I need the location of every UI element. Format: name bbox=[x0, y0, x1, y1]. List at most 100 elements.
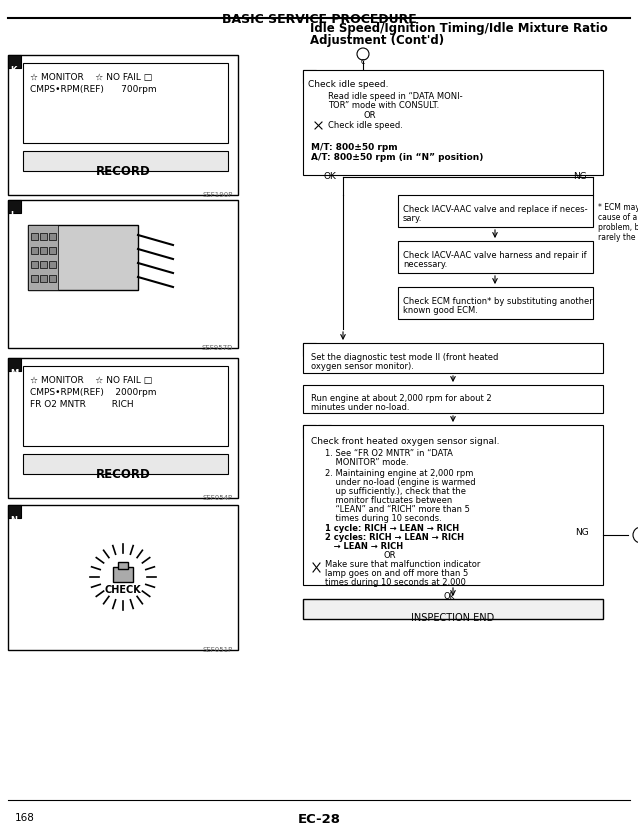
Bar bbox=[8, 55, 21, 68]
Bar bbox=[49, 261, 56, 268]
Text: Read idle speed in “DATA MONI-: Read idle speed in “DATA MONI- bbox=[328, 92, 463, 101]
Bar bbox=[8, 55, 238, 195]
Bar bbox=[303, 343, 603, 373]
Text: → LEAN → RICH: → LEAN → RICH bbox=[325, 542, 403, 551]
Text: Set the diagnostic test mode II (front heated: Set the diagnostic test mode II (front h… bbox=[311, 353, 498, 362]
Text: Adjustment (Cont'd): Adjustment (Cont'd) bbox=[310, 34, 444, 47]
Text: CMPS•RPM(REF)    2000rpm: CMPS•RPM(REF) 2000rpm bbox=[30, 388, 156, 397]
Bar bbox=[31, 261, 38, 268]
Text: Run engine at about 2,000 rpm for about 2: Run engine at about 2,000 rpm for about … bbox=[311, 394, 492, 403]
Bar bbox=[303, 425, 316, 438]
Text: RECORD: RECORD bbox=[96, 468, 151, 481]
Text: 2. Maintaining engine at 2,000 rpm: 2. Maintaining engine at 2,000 rpm bbox=[325, 469, 473, 478]
Text: under no-load (engine is warmed: under no-load (engine is warmed bbox=[325, 478, 475, 487]
Text: 1. See “FR O2 MNTR” in “DATA: 1. See “FR O2 MNTR” in “DATA bbox=[325, 449, 453, 458]
Text: times during 10 seconds at 2,000: times during 10 seconds at 2,000 bbox=[325, 578, 466, 587]
Text: 2 cycles: RICH → LEAN → RICH: 2 cycles: RICH → LEAN → RICH bbox=[325, 533, 464, 542]
Bar bbox=[28, 225, 58, 290]
Bar bbox=[118, 562, 128, 569]
Text: M: M bbox=[305, 436, 313, 445]
Text: K: K bbox=[305, 81, 311, 90]
Text: N: N bbox=[320, 436, 327, 445]
Text: EC-28: EC-28 bbox=[297, 813, 341, 826]
Bar bbox=[311, 452, 322, 463]
Text: RECORD: RECORD bbox=[96, 165, 151, 178]
Bar bbox=[31, 247, 38, 254]
Text: NG: NG bbox=[575, 528, 589, 537]
Text: SEF054P: SEF054P bbox=[203, 495, 233, 501]
Text: times during 10 seconds.: times during 10 seconds. bbox=[325, 514, 441, 523]
Bar bbox=[113, 567, 133, 582]
Text: INSPECTION END: INSPECTION END bbox=[412, 613, 494, 623]
Bar bbox=[303, 599, 603, 619]
Bar bbox=[49, 275, 56, 282]
Text: CHECK: CHECK bbox=[105, 585, 142, 595]
Bar bbox=[303, 385, 603, 413]
Bar bbox=[303, 70, 603, 175]
Bar bbox=[303, 343, 316, 356]
Text: Check idle speed.: Check idle speed. bbox=[328, 121, 403, 130]
Bar bbox=[303, 425, 603, 585]
Bar bbox=[40, 261, 47, 268]
Bar bbox=[8, 505, 238, 650]
Text: Check idle speed.: Check idle speed. bbox=[308, 80, 389, 89]
Bar bbox=[40, 275, 47, 282]
Text: Check front heated oxygen sensor signal.: Check front heated oxygen sensor signal. bbox=[311, 437, 500, 446]
Bar bbox=[398, 195, 593, 227]
Bar bbox=[8, 358, 21, 371]
Text: K: K bbox=[10, 66, 17, 75]
Bar bbox=[23, 151, 228, 171]
Text: CMPS•RPM(REF)      700rpm: CMPS•RPM(REF) 700rpm bbox=[30, 85, 156, 94]
Bar bbox=[31, 233, 38, 240]
Text: FR O2 MNTR         RICH: FR O2 MNTR RICH bbox=[30, 400, 133, 409]
Bar bbox=[8, 358, 238, 498]
Text: MONITOR” mode.: MONITOR” mode. bbox=[325, 458, 408, 467]
Text: A/T: 800±50 rpm (in “N” position): A/T: 800±50 rpm (in “N” position) bbox=[311, 153, 484, 162]
Text: c: c bbox=[361, 57, 365, 66]
Text: M: M bbox=[10, 369, 19, 378]
Bar bbox=[28, 225, 138, 290]
Text: SEF051P: SEF051P bbox=[203, 647, 233, 653]
Bar bbox=[8, 505, 21, 518]
Text: known good ECM.: known good ECM. bbox=[403, 306, 478, 315]
Text: Idle Speed/Ignition Timing/Idle Mixture Ratio: Idle Speed/Ignition Timing/Idle Mixture … bbox=[310, 22, 608, 35]
Bar bbox=[311, 562, 322, 573]
Bar bbox=[49, 233, 56, 240]
Text: rarely the case.: rarely the case. bbox=[598, 233, 638, 242]
Bar bbox=[49, 247, 56, 254]
Text: problem, but this is: problem, but this is bbox=[598, 223, 638, 232]
Text: ☆ MONITOR    ☆ NO FAIL □: ☆ MONITOR ☆ NO FAIL □ bbox=[30, 376, 152, 385]
Text: Check IACV-AAC valve and replace if neces-: Check IACV-AAC valve and replace if nece… bbox=[403, 205, 588, 214]
Bar bbox=[23, 63, 228, 143]
Text: Check IACV-AAC valve harness and repair if: Check IACV-AAC valve harness and repair … bbox=[403, 251, 586, 260]
Text: TOR” mode with CONSULT.: TOR” mode with CONSULT. bbox=[328, 101, 439, 110]
Text: M/T: 800±50 rpm: M/T: 800±50 rpm bbox=[311, 143, 397, 152]
Text: oxygen sensor monitor).: oxygen sensor monitor). bbox=[311, 362, 414, 371]
Text: OR: OR bbox=[363, 111, 376, 120]
Bar bbox=[318, 425, 331, 438]
Text: cause of a: cause of a bbox=[598, 213, 637, 222]
Bar bbox=[303, 70, 316, 83]
Text: NG: NG bbox=[573, 172, 587, 181]
Text: ☆ MONITOR    ☆ NO FAIL □: ☆ MONITOR ☆ NO FAIL □ bbox=[30, 73, 152, 82]
Bar bbox=[398, 241, 593, 273]
Bar bbox=[23, 366, 228, 446]
Text: necessary.: necessary. bbox=[403, 260, 447, 269]
Text: SEF957D: SEF957D bbox=[202, 345, 233, 351]
Text: sary.: sary. bbox=[403, 214, 422, 223]
Bar bbox=[40, 247, 47, 254]
Bar bbox=[313, 91, 324, 102]
Bar bbox=[23, 454, 228, 474]
Bar bbox=[8, 200, 21, 213]
Text: “LEAN” and “RICH” more than 5: “LEAN” and “RICH” more than 5 bbox=[325, 505, 470, 514]
Text: SEF190P: SEF190P bbox=[203, 192, 233, 198]
Text: BASIC SERVICE PROCEDURE: BASIC SERVICE PROCEDURE bbox=[221, 13, 417, 26]
Text: L: L bbox=[10, 211, 15, 220]
Text: OR: OR bbox=[383, 551, 396, 560]
Text: minutes under no-load.: minutes under no-load. bbox=[311, 403, 410, 412]
Text: 168: 168 bbox=[15, 813, 35, 823]
Text: Make sure that malfunction indicator: Make sure that malfunction indicator bbox=[325, 560, 480, 569]
Text: lamp goes on and off more than 5: lamp goes on and off more than 5 bbox=[325, 569, 468, 578]
Text: up sufficiently.), check that the: up sufficiently.), check that the bbox=[325, 487, 466, 496]
Text: monitor fluctuates between: monitor fluctuates between bbox=[325, 496, 452, 505]
